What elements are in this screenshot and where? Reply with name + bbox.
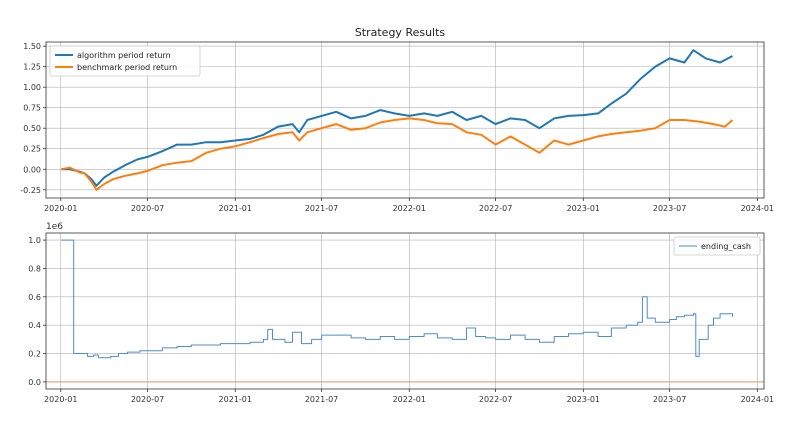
y-tick-label: 0.6 <box>28 293 41 302</box>
y-tick-label: 0.8 <box>28 264 41 273</box>
x-tick-label: 2020-07 <box>131 204 164 213</box>
plot-area <box>46 233 764 389</box>
x-tick-label: 2023-07 <box>653 395 686 404</box>
y-tick-label: 0.2 <box>28 350 41 359</box>
y-tick-label: -0.25 <box>20 186 41 195</box>
legend-label: benchmark period return <box>77 63 177 72</box>
legend: ending_cash <box>673 236 761 256</box>
series-line-ending-cash <box>61 239 733 359</box>
y-tick-label: 0.00 <box>23 165 41 174</box>
x-tick-label: 2024-01 <box>741 204 774 213</box>
y-tick-label: 0.75 <box>23 104 41 113</box>
x-tick-label: 2020-07 <box>131 395 164 404</box>
scale-exponent-label: 1e6 <box>46 222 63 232</box>
y-tick-label: 1.0 <box>28 236 41 245</box>
legend-label: ending_cash <box>701 242 751 251</box>
x-tick-label: 2023-01 <box>567 204 600 213</box>
series-line-algorithm-period-return <box>61 49 733 187</box>
plot-panel-2: 0.0 0.2 0.4 0.6 0.8 1.0 2020-01 2020-07 2021-01 2… <box>28 232 774 404</box>
x-tick-label: 2022-01 <box>393 395 426 404</box>
x-tick-label: 2021-07 <box>305 204 338 213</box>
x-tick-label: 2024-01 <box>741 395 774 404</box>
legend-label: algorithm period return <box>77 51 171 60</box>
axes-frame <box>45 41 765 199</box>
axes-frame <box>45 232 765 390</box>
y-tick-label: 0.50 <box>23 124 41 133</box>
x-tick-label: 2021-01 <box>219 204 252 213</box>
plot-panel-1: -0.25 0.00 0.25 0.50 0.75 1.00 1.25 1.50 2020-01… <box>20 41 774 213</box>
x-tick-label: 2020-01 <box>44 395 77 404</box>
x-tick-label: 2022-07 <box>479 204 512 213</box>
y-tick-label: 1.25 <box>23 63 41 72</box>
chart-title: Strategy Results <box>355 26 446 39</box>
y-tick-label: 1.50 <box>23 42 41 51</box>
x-tick-label: 2022-01 <box>393 204 426 213</box>
x-tick-label: 2021-01 <box>219 395 252 404</box>
y-tick-label: 0.0 <box>28 378 41 387</box>
series-line-benchmark-period-return <box>61 117 734 191</box>
x-tick-label: 2022-07 <box>479 395 512 404</box>
x-tick-label: 2021-07 <box>305 395 338 404</box>
y-tick-label: 0.4 <box>28 321 41 330</box>
x-tick-label: 2023-01 <box>567 395 600 404</box>
legend-box <box>49 45 201 77</box>
x-tick-label: 2020-01 <box>44 204 77 213</box>
y-tick-label: 0.25 <box>23 145 41 154</box>
x-tick-label: 2023-07 <box>653 204 686 213</box>
legend-box <box>673 236 761 256</box>
y-tick-label: 1.00 <box>23 83 41 92</box>
legend: algorithm period return benchmark period … <box>49 45 201 77</box>
